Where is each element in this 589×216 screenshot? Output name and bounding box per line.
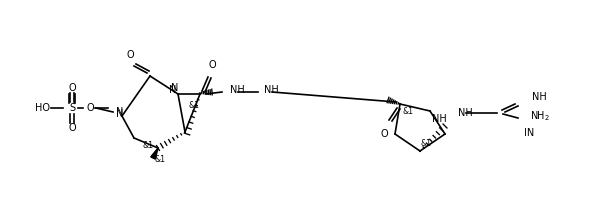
- Text: NH$_2$: NH$_2$: [530, 109, 550, 123]
- Polygon shape: [151, 148, 158, 159]
- Text: IN: IN: [524, 128, 534, 138]
- Text: &1: &1: [421, 138, 432, 148]
- Text: NH: NH: [532, 92, 547, 102]
- Text: NH: NH: [432, 114, 446, 124]
- Text: NH: NH: [458, 108, 473, 118]
- Text: HO: HO: [35, 103, 50, 113]
- Text: N: N: [171, 83, 178, 93]
- Text: N: N: [116, 107, 124, 117]
- Text: O: O: [380, 129, 388, 139]
- Text: N: N: [169, 85, 177, 95]
- Text: O: O: [86, 103, 94, 113]
- Text: &1: &1: [188, 102, 200, 111]
- Text: O: O: [68, 83, 76, 93]
- Text: N: N: [116, 109, 124, 119]
- Text: S: S: [69, 103, 75, 113]
- Text: O: O: [68, 123, 76, 133]
- Text: O: O: [208, 60, 216, 70]
- Text: &1: &1: [154, 156, 166, 165]
- Text: NH: NH: [264, 85, 279, 95]
- Text: NH: NH: [230, 85, 245, 95]
- Text: &1: &1: [143, 141, 154, 151]
- Text: O: O: [126, 50, 134, 60]
- Text: &1: &1: [402, 108, 413, 116]
